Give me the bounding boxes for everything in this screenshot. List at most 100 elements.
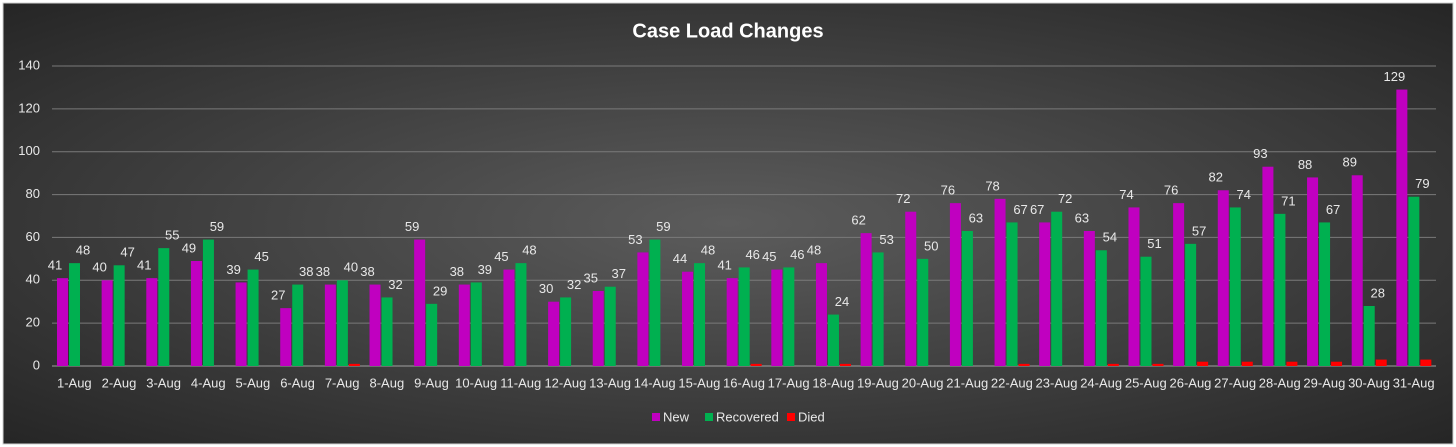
bar bbox=[682, 271, 694, 366]
data-label: 35 bbox=[584, 270, 598, 285]
x-tick-label: 6-Aug bbox=[280, 375, 315, 390]
x-tick-label: 22-Aug bbox=[991, 375, 1033, 390]
data-label: 46 bbox=[790, 247, 804, 262]
bar bbox=[470, 282, 482, 366]
y-tick-label: 80 bbox=[26, 186, 40, 201]
data-label: 76 bbox=[1164, 183, 1178, 198]
data-label: 47 bbox=[120, 245, 134, 260]
x-tick-label: 24-Aug bbox=[1080, 375, 1122, 390]
bar bbox=[1375, 359, 1387, 366]
data-label: 38 bbox=[360, 264, 374, 279]
data-label: 53 bbox=[628, 232, 642, 247]
bar bbox=[1286, 361, 1298, 366]
bar bbox=[592, 291, 604, 366]
x-tick-label: 7-Aug bbox=[325, 375, 360, 390]
data-label: 129 bbox=[1384, 69, 1406, 84]
data-label: 50 bbox=[924, 238, 938, 253]
data-label: 41 bbox=[137, 258, 151, 273]
data-label: 67 bbox=[1030, 202, 1044, 217]
data-label: 63 bbox=[1075, 210, 1089, 225]
data-label: 37 bbox=[612, 266, 626, 281]
bar bbox=[1351, 175, 1363, 366]
bar bbox=[1185, 243, 1197, 366]
bar bbox=[324, 284, 336, 366]
bar bbox=[815, 263, 827, 366]
data-label: 40 bbox=[92, 260, 106, 275]
x-tick-label: 8-Aug bbox=[369, 375, 404, 390]
data-label: 53 bbox=[879, 232, 893, 247]
bar bbox=[369, 284, 381, 366]
data-label: 27 bbox=[271, 288, 285, 303]
data-label: 59 bbox=[405, 219, 419, 234]
bar bbox=[604, 286, 616, 366]
data-label: 74 bbox=[1237, 187, 1251, 202]
bar bbox=[1197, 361, 1209, 366]
x-tick-label: 19-Aug bbox=[857, 375, 899, 390]
x-tick-label: 2-Aug bbox=[102, 375, 137, 390]
x-tick-label: 27-Aug bbox=[1214, 375, 1256, 390]
bar bbox=[738, 267, 750, 366]
data-label: 32 bbox=[567, 277, 581, 292]
legend-label: New bbox=[663, 409, 690, 424]
bar bbox=[158, 248, 170, 366]
bar bbox=[69, 263, 80, 366]
data-label: 88 bbox=[1298, 157, 1312, 172]
y-tick-label: 140 bbox=[18, 57, 40, 72]
bar bbox=[247, 269, 259, 366]
data-label: 55 bbox=[165, 228, 179, 243]
data-label: 93 bbox=[1253, 146, 1267, 161]
bar bbox=[1128, 207, 1140, 366]
x-tick-label: 20-Aug bbox=[902, 375, 944, 390]
bar bbox=[783, 267, 795, 366]
bar bbox=[235, 282, 247, 366]
bar bbox=[839, 363, 851, 366]
x-tick-label: 10-Aug bbox=[455, 375, 497, 390]
x-tick-label: 30-Aug bbox=[1348, 375, 1390, 390]
data-label: 82 bbox=[1209, 170, 1223, 185]
legend-label: Recovered bbox=[716, 409, 779, 424]
data-label: 38 bbox=[316, 264, 330, 279]
x-tick-label: 1-Aug bbox=[57, 375, 92, 390]
bar bbox=[1319, 222, 1331, 366]
bar bbox=[515, 263, 527, 366]
data-label: 51 bbox=[1147, 236, 1161, 251]
x-tick-label: 21-Aug bbox=[946, 375, 988, 390]
data-label: 45 bbox=[762, 249, 776, 264]
x-tick-label: 3-Aug bbox=[146, 375, 181, 390]
bar bbox=[1307, 177, 1319, 366]
x-tick-label: 25-Aug bbox=[1125, 375, 1167, 390]
bar bbox=[750, 363, 762, 366]
bar bbox=[994, 198, 1006, 366]
bar bbox=[1140, 256, 1152, 366]
data-label: 28 bbox=[1370, 285, 1384, 300]
data-label: 39 bbox=[478, 262, 492, 277]
bar bbox=[637, 252, 649, 366]
x-tick-label: 12-Aug bbox=[544, 375, 586, 390]
bar bbox=[771, 269, 783, 366]
x-tick-label: 28-Aug bbox=[1259, 375, 1301, 390]
bar bbox=[1262, 166, 1274, 366]
legend-label: Died bbox=[798, 409, 825, 424]
bar bbox=[1331, 361, 1343, 366]
bar bbox=[827, 314, 839, 366]
data-label: 44 bbox=[673, 251, 687, 266]
bar bbox=[1241, 361, 1253, 366]
y-tick-label: 60 bbox=[26, 229, 40, 244]
bar bbox=[917, 258, 929, 366]
data-label: 29 bbox=[433, 283, 447, 298]
bar bbox=[1408, 196, 1420, 366]
bar bbox=[1107, 363, 1119, 366]
bar bbox=[860, 233, 872, 366]
bar bbox=[1363, 306, 1375, 366]
data-label: 41 bbox=[717, 258, 731, 273]
bar bbox=[57, 278, 68, 366]
chart-title: Case Load Changes bbox=[632, 20, 823, 42]
bar bbox=[949, 203, 961, 366]
bar bbox=[961, 231, 973, 366]
y-tick-label: 0 bbox=[33, 357, 40, 372]
data-label: 72 bbox=[1058, 191, 1072, 206]
x-tick-label: 15-Aug bbox=[678, 375, 720, 390]
y-tick-label: 100 bbox=[18, 143, 40, 158]
bar bbox=[872, 252, 884, 366]
bar bbox=[1396, 89, 1408, 367]
